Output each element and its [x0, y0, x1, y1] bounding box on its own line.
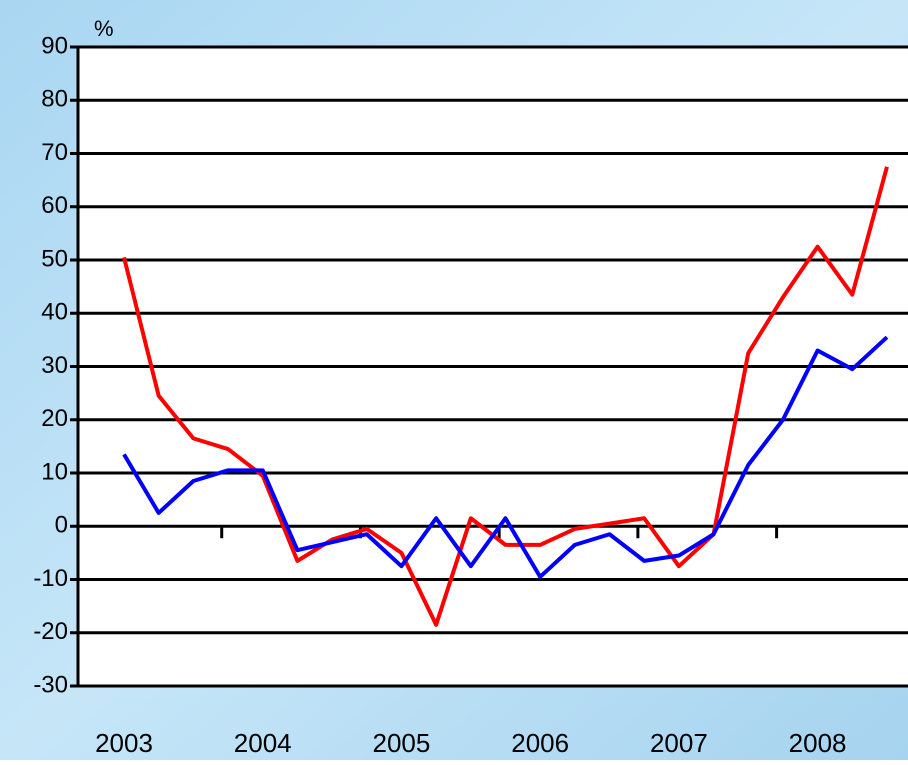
series-line: [122, 335, 889, 579]
series-line: [122, 166, 889, 627]
y-tick-label: 70: [41, 139, 68, 166]
y-tick-label: 80: [41, 86, 68, 113]
y-tick-label: 40: [41, 299, 68, 326]
x-tick-label: 2006: [511, 728, 569, 758]
y-tick-label: -10: [33, 565, 68, 592]
y-tick-label: 30: [41, 352, 68, 379]
x-tick-label: 2005: [373, 728, 431, 758]
y-tick-label: 90: [41, 32, 68, 59]
x-tick-label: 2008: [789, 728, 847, 758]
x-tick-label: 2007: [650, 728, 708, 758]
y-tick-label: -20: [33, 618, 68, 645]
x-tick-label: 2003: [95, 728, 153, 758]
x-tick-label: 2004: [234, 728, 292, 758]
y-tick-label: 10: [41, 458, 68, 485]
y-axis-label: %: [94, 16, 114, 41]
y-tick-label: -30: [33, 671, 68, 698]
y-tick-label: 20: [41, 405, 68, 432]
y-tick-label: 50: [41, 245, 68, 272]
y-tick-label: 0: [55, 512, 68, 539]
y-tick-label: 60: [41, 192, 68, 219]
